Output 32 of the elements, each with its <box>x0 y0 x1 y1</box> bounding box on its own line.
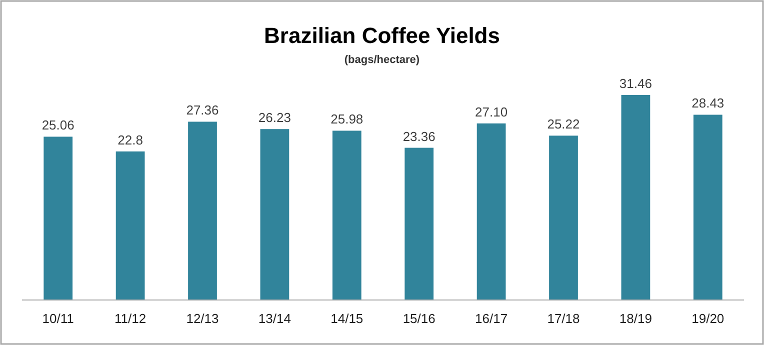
data-label: 27.10 <box>475 104 508 120</box>
x-tick-label: 13/14 <box>258 311 291 326</box>
bar <box>621 95 650 300</box>
bar <box>332 130 362 300</box>
bar <box>44 136 73 300</box>
data-label: 23.36 <box>402 128 436 144</box>
x-tick-label: 16/17 <box>475 311 508 326</box>
bar <box>260 129 290 300</box>
data-label: 25.22 <box>547 116 580 132</box>
chart-subtitle: (bags/hectare) <box>344 54 420 66</box>
bar <box>693 114 722 300</box>
bar <box>404 148 434 300</box>
x-tick-label: 19/20 <box>692 311 724 326</box>
data-label: 31.46 <box>619 76 652 91</box>
x-tick-label: 11/12 <box>114 311 146 326</box>
data-label: 26.23 <box>258 110 291 126</box>
x-tick-label: 14/15 <box>330 311 364 326</box>
data-label: 22.8 <box>118 132 143 148</box>
x-tick-label: 17/18 <box>547 311 580 326</box>
x-tick-label: 15/16 <box>402 311 436 326</box>
data-label: 25.06 <box>42 118 74 133</box>
bar <box>116 151 145 300</box>
x-tick-label: 10/11 <box>42 311 74 326</box>
data-label: 28.43 <box>692 96 724 111</box>
data-label: 27.36 <box>186 102 219 118</box>
x-tick-label: 12/13 <box>186 311 219 326</box>
data-label: 25.98 <box>330 112 364 127</box>
bar <box>476 123 506 300</box>
bar <box>188 122 217 300</box>
bar <box>549 136 578 300</box>
chart-title: Brazilian Coffee Yields <box>264 23 500 48</box>
x-tick-label: 18/19 <box>619 311 652 326</box>
